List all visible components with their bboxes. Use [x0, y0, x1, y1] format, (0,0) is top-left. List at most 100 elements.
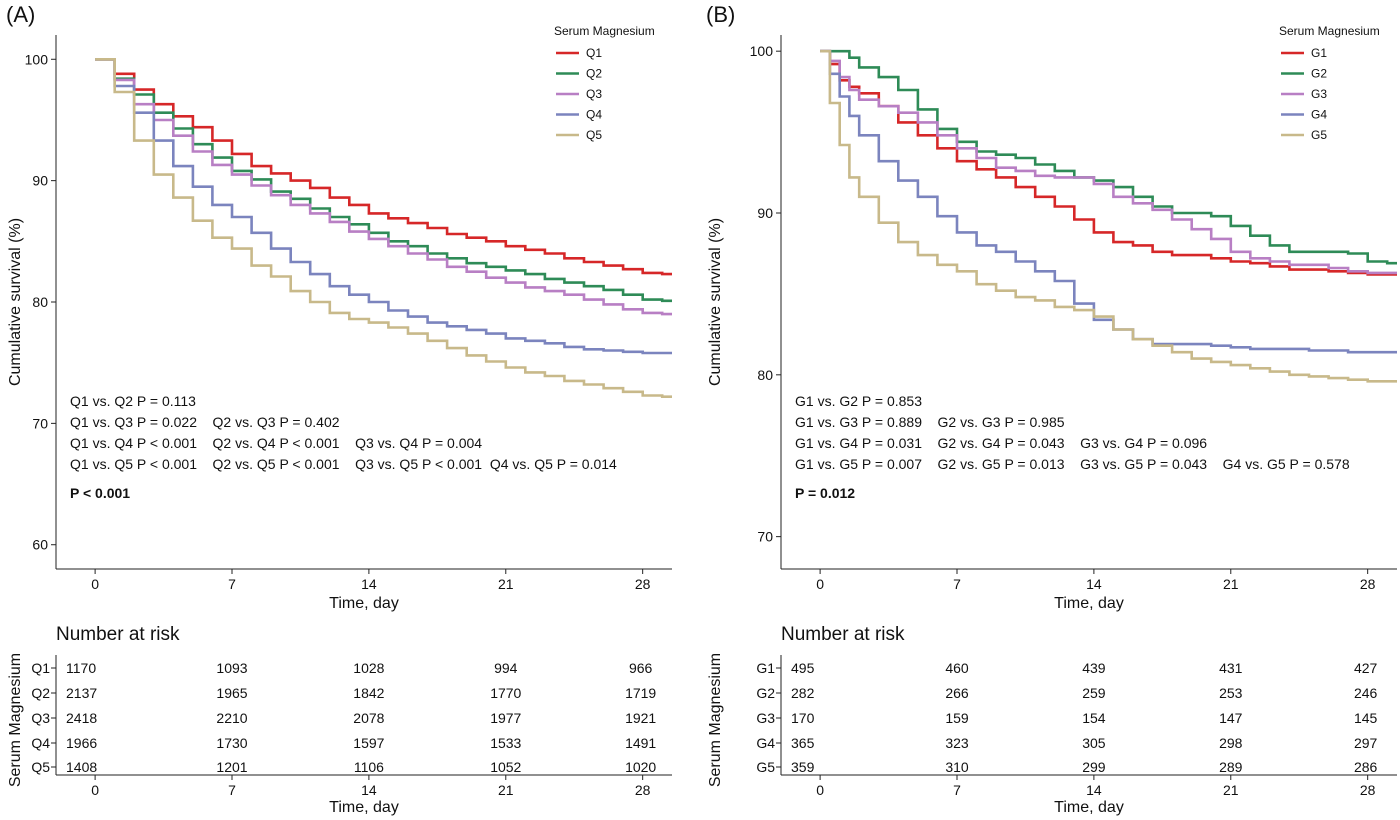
y-tick-label: 100 — [750, 43, 774, 59]
risk-count: 147 — [1219, 710, 1243, 726]
risk-group-label: G5 — [756, 759, 775, 775]
risk-group-label: G3 — [756, 710, 775, 726]
risk-x-tick-label: 28 — [1360, 782, 1376, 798]
y-tick-label: 70 — [757, 529, 773, 545]
risk-x-tick-label: 21 — [1223, 782, 1239, 798]
risk-count: 2078 — [353, 710, 384, 726]
legend-label: Q3 — [586, 87, 602, 101]
risk-x-tick-label: 7 — [228, 782, 236, 798]
risk-count: 439 — [1082, 660, 1106, 676]
y-axis-title: Cumulative survival (%) — [707, 218, 724, 386]
risk-count: 427 — [1354, 660, 1378, 676]
risk-x-tick-label: 7 — [953, 782, 961, 798]
p-value-annotation: Q1 vs. Q3 P = 0.022 Q2 vs. Q3 P = 0.402 — [70, 414, 340, 430]
risk-count: 359 — [791, 759, 815, 775]
risk-table-y-title: Serum Magnesium — [7, 653, 24, 787]
risk-count: 1770 — [490, 685, 521, 701]
y-tick-label: 60 — [32, 537, 48, 553]
risk-table-y-title: Serum Magnesium — [707, 653, 724, 787]
risk-table-x-title: Time, day — [329, 799, 399, 816]
series-line-q5 — [95, 58, 672, 398]
legend-title: Serum Magnesium — [1279, 24, 1380, 38]
y-tick-label: 80 — [32, 294, 48, 310]
x-tick-label: 21 — [498, 576, 514, 592]
risk-count: 495 — [791, 660, 815, 676]
series-line-g5 — [820, 49, 1397, 383]
risk-count: 170 — [791, 710, 815, 726]
p-value-annotation: G1 vs. G3 P = 0.889 G2 vs. G3 P = 0.985 — [795, 414, 1065, 430]
y-tick-label: 90 — [32, 173, 48, 189]
risk-count: 1491 — [625, 735, 656, 751]
risk-count: 1020 — [625, 759, 656, 775]
risk-count: 286 — [1354, 759, 1378, 775]
risk-count: 1093 — [216, 660, 247, 676]
legend-title: Serum Magnesium — [554, 24, 655, 38]
x-tick-label: 14 — [361, 576, 377, 592]
risk-group-label: G1 — [756, 660, 775, 676]
panel-a: (A) 60 70 80 90 100 0 7 14 21 28 Time, day Cumulativ… — [6, 2, 672, 816]
y-tick-label: 90 — [757, 205, 773, 221]
series-line-q1 — [95, 58, 672, 276]
risk-group-label: Q4 — [31, 735, 50, 751]
risk-x-tick-label: 21 — [498, 782, 514, 798]
panel-label: (B) — [706, 2, 735, 27]
legend-label: G5 — [1311, 128, 1327, 142]
p-value-annotation: G1 vs. G4 P = 0.031 G2 vs. G4 P = 0.043 … — [795, 435, 1207, 451]
risk-table-title: Number at risk — [781, 624, 905, 645]
risk-count: 1730 — [216, 735, 247, 751]
risk-group-label: G4 — [756, 735, 775, 751]
risk-x-tick-label: 14 — [1086, 782, 1102, 798]
x-tick-label: 21 — [1223, 576, 1239, 592]
risk-count: 299 — [1082, 759, 1106, 775]
risk-count: 154 — [1082, 710, 1106, 726]
risk-count: 289 — [1219, 759, 1243, 775]
x-axis-title: Time, day — [1054, 595, 1124, 612]
risk-count: 1028 — [353, 660, 384, 676]
x-tick-label: 0 — [816, 576, 824, 592]
risk-count: 460 — [945, 660, 969, 676]
risk-group-label: Q1 — [31, 660, 50, 676]
risk-count: 2210 — [216, 710, 247, 726]
panel-b: (B) 70 80 90 100 0 7 14 21 28 Time, day Cumulative … — [700, 0, 1400, 820]
risk-count: 2418 — [66, 710, 97, 726]
risk-count: 1170 — [66, 660, 96, 676]
series-line-q3 — [95, 58, 672, 316]
risk-count: 431 — [1219, 660, 1243, 676]
y-tick-label: 70 — [32, 415, 48, 431]
risk-table-x-title: Time, day — [1054, 799, 1124, 816]
risk-count: 310 — [945, 759, 969, 775]
risk-x-tick-label: 0 — [91, 782, 99, 798]
risk-count: 1052 — [490, 759, 521, 775]
y-axis-title: Cumulative survival (%) — [7, 218, 24, 386]
risk-count: 1719 — [625, 685, 656, 701]
overall-p-value: P = 0.012 — [795, 485, 855, 501]
risk-count: 323 — [945, 735, 969, 751]
risk-count: 1977 — [490, 710, 521, 726]
series-line-g4 — [820, 49, 1397, 354]
risk-count: 145 — [1354, 710, 1378, 726]
risk-count: 1533 — [490, 735, 521, 751]
overall-p-value: P < 0.001 — [70, 485, 130, 501]
p-value-annotation: Q1 vs. Q4 P < 0.001 Q2 vs. Q4 P < 0.001 … — [70, 435, 482, 451]
risk-count: 365 — [791, 735, 815, 751]
x-tick-label: 28 — [635, 576, 651, 592]
risk-group-label: Q2 — [31, 685, 50, 701]
risk-count: 1201 — [216, 759, 247, 775]
series-line-q4 — [95, 58, 672, 355]
legend-label: Q2 — [586, 67, 602, 81]
risk-count: 305 — [1082, 735, 1106, 751]
x-tick-label: 7 — [228, 576, 236, 592]
series-line-g3 — [820, 49, 1397, 275]
panel-label: (A) — [6, 2, 35, 27]
legend-label: G4 — [1311, 108, 1327, 122]
risk-group-label: Q3 — [31, 710, 50, 726]
legend-label: Q5 — [586, 128, 602, 142]
risk-count: 159 — [945, 710, 969, 726]
risk-count: 246 — [1354, 685, 1378, 701]
p-value-annotation: G1 vs. G5 P = 0.007 G2 vs. G5 P = 0.013 … — [795, 456, 1350, 472]
risk-count: 994 — [494, 660, 518, 676]
legend-label: Q1 — [586, 46, 602, 60]
x-tick-label: 14 — [1086, 576, 1102, 592]
